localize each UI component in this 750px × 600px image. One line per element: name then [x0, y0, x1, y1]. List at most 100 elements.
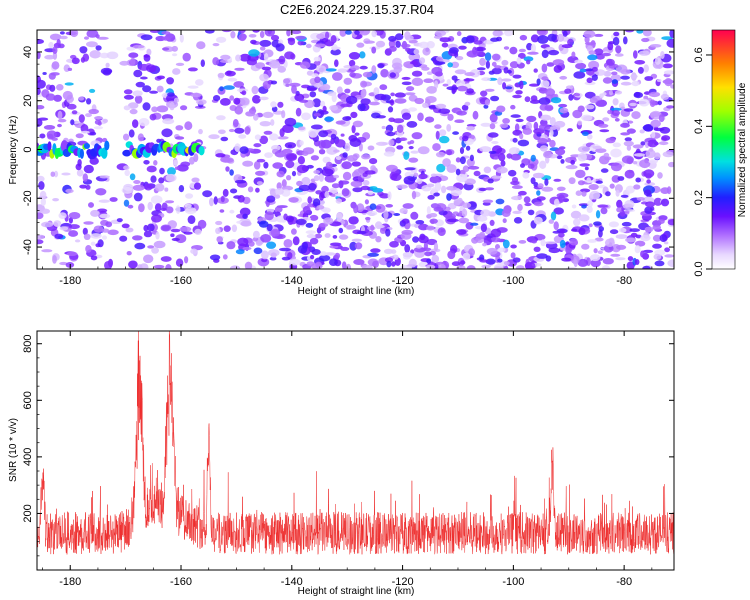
heatmap-cell	[167, 92, 175, 97]
heatmap-cell	[366, 210, 378, 216]
heatmap-cell	[160, 256, 172, 262]
heatmap-cell	[609, 229, 619, 235]
heatmap-cell	[93, 126, 104, 130]
heatmap-cell	[146, 48, 152, 56]
heatmap-cell	[467, 165, 480, 170]
heatmap-cell	[105, 62, 110, 68]
heatmap-cell	[456, 173, 468, 183]
heatmap-cell	[350, 111, 358, 119]
heatmap-cell	[404, 31, 411, 40]
heatmap-cell	[606, 58, 615, 66]
heatmap-cell	[669, 30, 674, 38]
heatmap-cell	[269, 59, 281, 69]
x-tick-label: -80	[616, 275, 632, 287]
heatmap-cell	[539, 160, 547, 169]
snr-panel: -180 -160 -140 -120 -100 -80 200 400 600 800 Hei…	[8, 330, 675, 597]
heatmap-cell	[480, 90, 488, 97]
heatmap-cell	[519, 34, 528, 41]
heatmap-cell	[583, 30, 596, 38]
heatmap-band-cell	[47, 141, 52, 152]
heatmap-cell	[209, 197, 214, 207]
heatmap-cell	[305, 230, 316, 235]
heatmap-cell	[189, 156, 195, 165]
heatmap-cell	[208, 134, 220, 140]
heatmap-cell	[130, 57, 136, 66]
heatmap-cell	[123, 133, 130, 141]
heatmap-cell	[411, 190, 417, 200]
heatmap-cell	[605, 191, 611, 197]
heatmap-cell	[658, 114, 665, 123]
heatmap-cell	[634, 240, 646, 247]
heatmap-cell	[581, 114, 593, 122]
heatmap-cell	[605, 137, 616, 144]
heatmap-cell	[634, 60, 646, 65]
colorbar-tick-label: 0.6	[693, 47, 705, 62]
heatmap-cell	[106, 51, 119, 60]
heatmap-cell	[377, 63, 385, 69]
heatmap-cell	[94, 119, 102, 125]
heatmap-cell	[260, 234, 272, 243]
heatmap-cell	[598, 123, 609, 128]
heatmap-cell	[611, 175, 621, 183]
heatmap-cell	[360, 89, 366, 98]
heatmap-cell	[616, 244, 627, 250]
heatmap-cell	[660, 93, 670, 100]
heatmap-cell	[497, 258, 503, 263]
heatmap-cell	[222, 188, 229, 197]
heatmap-cell	[242, 213, 248, 219]
heatmap-cell	[502, 82, 507, 90]
heatmap-cell	[435, 130, 440, 140]
heatmap-cell	[469, 154, 474, 162]
heatmap-cell	[384, 257, 394, 263]
heatmap-cell	[291, 228, 297, 235]
heatmap-cell	[385, 204, 394, 208]
heatmap-cell	[577, 258, 589, 267]
heatmap-cell	[225, 166, 230, 172]
heatmap-cell	[502, 239, 510, 249]
heatmap-cell	[165, 200, 175, 204]
heatmap-cell	[319, 110, 329, 115]
heatmap-cell	[140, 76, 148, 80]
heatmap-cell	[482, 199, 494, 204]
heatmap-cell	[178, 185, 185, 193]
heatmap-cell	[116, 218, 123, 223]
heatmap-cell	[318, 254, 331, 262]
heatmap-cell	[335, 198, 342, 204]
heatmap-cell	[625, 185, 635, 194]
heatmap-cell	[109, 197, 118, 202]
heatmap-cell	[431, 254, 440, 263]
heatmap-cell	[643, 189, 652, 196]
heatmap-cell	[633, 161, 638, 165]
heatmap-cell	[459, 156, 466, 165]
heatmap-cell	[348, 52, 361, 60]
heatmap-cell	[369, 203, 377, 210]
heatmap-cell	[221, 30, 232, 33]
heatmap-cell	[172, 68, 181, 75]
heatmap-cell	[560, 159, 565, 164]
heatmap-cell	[299, 61, 311, 69]
heatmap-cell	[70, 119, 75, 126]
heatmap-cell	[601, 265, 611, 269]
heatmap-cell	[52, 198, 59, 202]
heatmap-cell	[482, 242, 487, 247]
heatmap-cell	[99, 175, 110, 179]
heatmap-cell	[294, 93, 305, 102]
heatmap-cell	[604, 238, 615, 247]
heatmap-cell	[328, 258, 338, 267]
heatmap-cell	[362, 71, 373, 78]
heatmap-cell	[645, 173, 652, 179]
heatmap-cell	[643, 64, 649, 73]
heatmap-cell	[456, 31, 462, 37]
heatmap-cell	[541, 186, 554, 192]
heatmap-cell	[648, 159, 658, 164]
heatmap-cell	[57, 118, 67, 123]
heatmap-cell	[359, 65, 368, 70]
heatmap-cell	[401, 81, 412, 86]
heatmap-cell	[174, 166, 179, 170]
heatmap-cell	[195, 79, 204, 86]
heatmap-cell	[526, 59, 531, 65]
heatmap-cell	[336, 86, 343, 94]
heatmap-cell	[99, 213, 111, 219]
heatmap-cell	[296, 164, 309, 174]
heatmap-cell	[278, 55, 286, 65]
